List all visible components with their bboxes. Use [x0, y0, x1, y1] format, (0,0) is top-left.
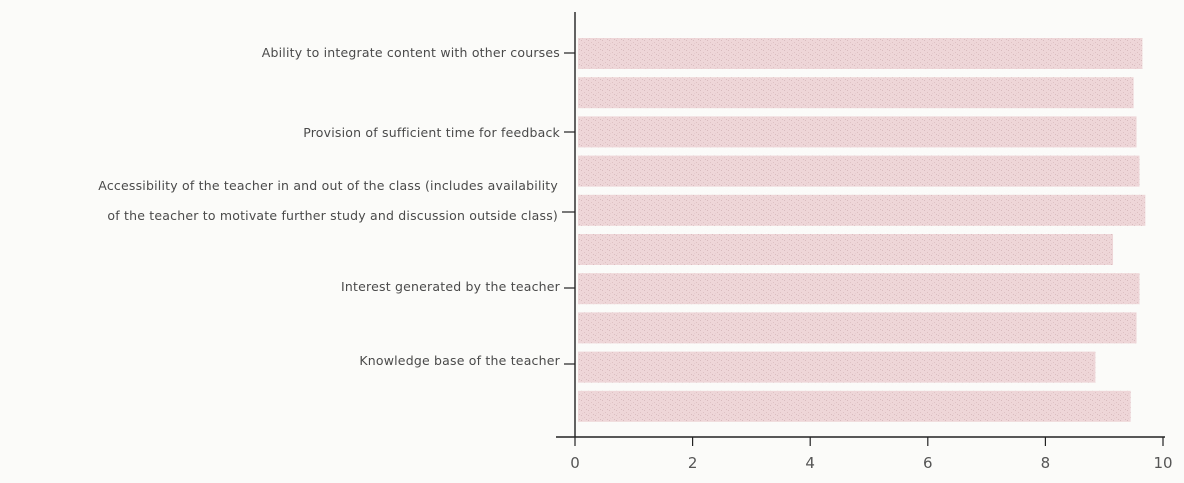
- x-tick-label: 10: [1153, 454, 1172, 472]
- bar-texture: [578, 273, 1140, 305]
- x-tick-label: 4: [805, 454, 815, 472]
- x-axis-ticks: 0 2 4 6 8 10: [570, 437, 1173, 472]
- category-label-accessibility-line1: Accessibility of the teacher in and out …: [98, 178, 558, 193]
- category-label-ability: Ability to integrate content with other …: [262, 45, 560, 60]
- category-ticks: [562, 52, 575, 365]
- bar-texture: [578, 390, 1131, 422]
- category-label-feedback: Provision of sufficient time for feedbac…: [303, 125, 560, 140]
- category-label-accessibility-line2: of the teacher to motivate further study…: [107, 208, 558, 223]
- category-label-interest: Interest generated by the teacher: [341, 279, 561, 294]
- x-tick-label: 6: [923, 454, 933, 472]
- bar-texture: [578, 234, 1114, 265]
- bar-texture: [578, 77, 1134, 109]
- x-tick-label: 8: [1041, 454, 1051, 472]
- bars-group: [578, 38, 1146, 422]
- x-tick-label: 2: [688, 454, 698, 472]
- bar-texture: [578, 194, 1146, 226]
- bar-texture: [578, 351, 1096, 383]
- bar-texture: [578, 38, 1143, 69]
- bar-texture: [578, 155, 1140, 187]
- bar-texture: [578, 116, 1137, 148]
- category-labels: Ability to integrate content with other …: [98, 45, 560, 368]
- x-tick-label: 0: [570, 454, 580, 472]
- category-label-knowledge: Knowledge base of the teacher: [359, 353, 560, 368]
- bar-texture: [578, 312, 1137, 344]
